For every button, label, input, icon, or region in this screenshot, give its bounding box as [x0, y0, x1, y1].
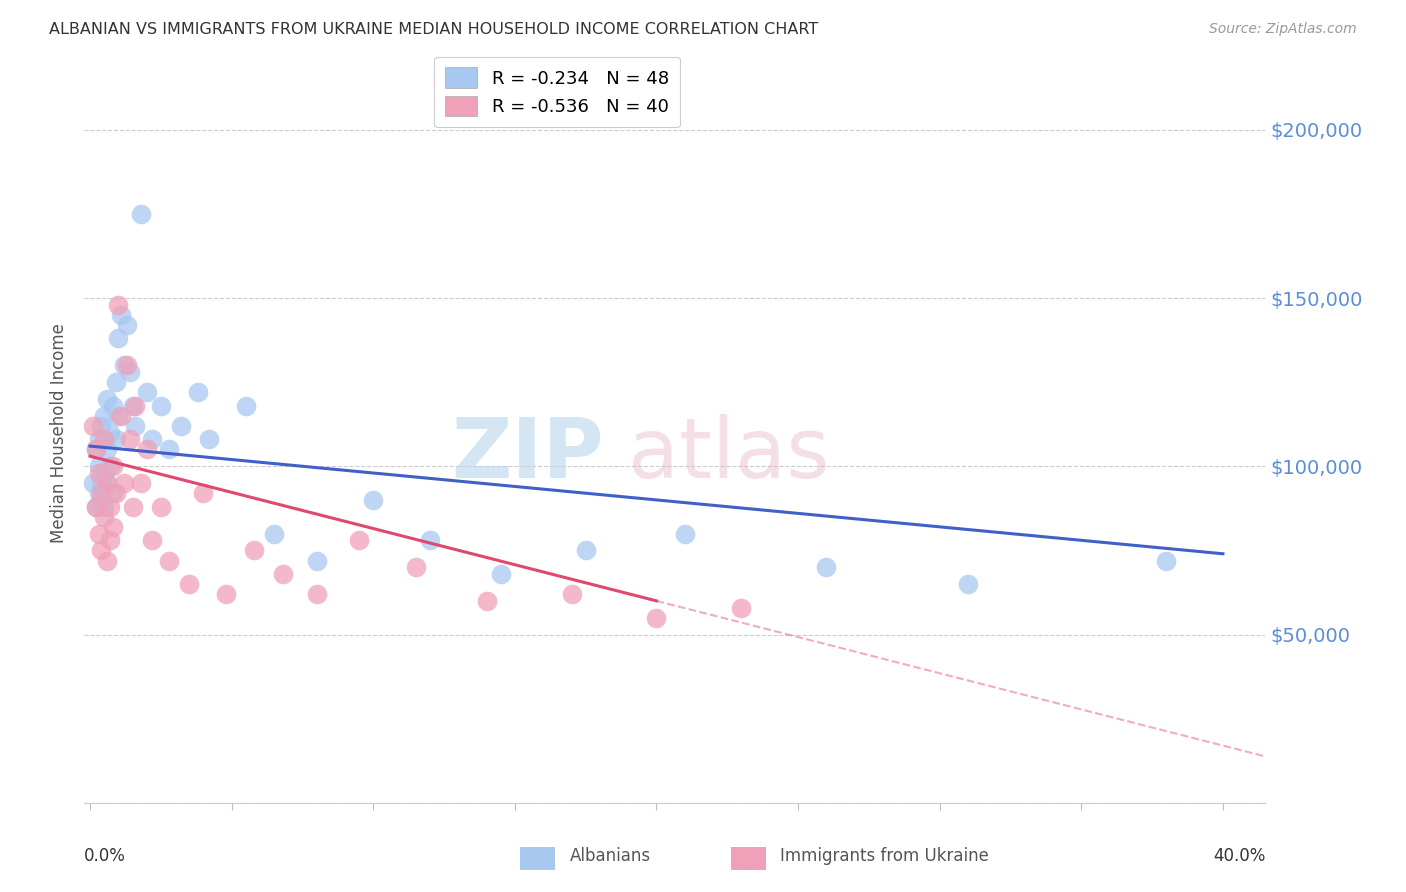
Point	[560, 587, 582, 601]
Point	[305, 553, 328, 567]
Point	[815, 560, 838, 574]
Point	[107, 298, 129, 312]
Point	[169, 418, 191, 433]
Point	[84, 442, 107, 457]
Point	[361, 492, 384, 507]
Point	[141, 433, 163, 447]
Point	[129, 476, 152, 491]
Text: Source: ZipAtlas.com: Source: ZipAtlas.com	[1209, 22, 1357, 37]
Point	[87, 466, 110, 480]
Text: 40.0%: 40.0%	[1213, 847, 1265, 865]
Point	[141, 533, 163, 548]
Point	[124, 418, 146, 433]
Point	[215, 587, 238, 601]
Text: atlas: atlas	[627, 414, 830, 495]
Point	[112, 476, 135, 491]
Point	[263, 526, 285, 541]
Point	[135, 442, 157, 457]
Point	[87, 526, 110, 541]
Point	[187, 385, 209, 400]
Y-axis label: Median Household Income: Median Household Income	[51, 323, 69, 542]
Point	[90, 486, 112, 500]
Point	[149, 399, 172, 413]
Point	[98, 459, 121, 474]
Point	[84, 500, 107, 514]
Point	[115, 359, 138, 373]
Point	[575, 543, 598, 558]
Point	[90, 476, 112, 491]
Point	[121, 500, 143, 514]
Point	[93, 409, 115, 423]
Point	[198, 433, 221, 447]
Point	[645, 610, 668, 624]
Point	[84, 442, 107, 457]
Text: ALBANIAN VS IMMIGRANTS FROM UKRAINE MEDIAN HOUSEHOLD INCOME CORRELATION CHART: ALBANIAN VS IMMIGRANTS FROM UKRAINE MEDI…	[49, 22, 818, 37]
Point	[129, 207, 152, 221]
Point	[118, 365, 141, 379]
Point	[96, 476, 118, 491]
Point	[271, 566, 294, 581]
Point	[104, 375, 127, 389]
Point	[84, 500, 107, 514]
Point	[135, 385, 157, 400]
Point	[96, 553, 118, 567]
Point	[104, 433, 127, 447]
Point	[101, 399, 124, 413]
Point	[157, 442, 180, 457]
Text: ZIP: ZIP	[451, 414, 605, 495]
Point	[110, 308, 132, 322]
Text: 0.0%: 0.0%	[84, 847, 127, 865]
Point	[305, 587, 328, 601]
Point	[115, 318, 138, 332]
Point	[235, 399, 257, 413]
Point	[118, 433, 141, 447]
Point	[107, 409, 129, 423]
Point	[90, 418, 112, 433]
Point	[98, 500, 121, 514]
Point	[87, 459, 110, 474]
Point	[956, 577, 979, 591]
Point	[179, 577, 201, 591]
Point	[93, 433, 115, 447]
Point	[673, 526, 696, 541]
Point	[419, 533, 441, 548]
Point	[82, 418, 104, 433]
Point	[87, 433, 110, 447]
Point	[405, 560, 427, 574]
Point	[124, 399, 146, 413]
Point	[96, 442, 118, 457]
Text: Immigrants from Ukraine: Immigrants from Ukraine	[780, 847, 990, 865]
Point	[93, 500, 115, 514]
Text: Albanians: Albanians	[569, 847, 651, 865]
Point	[149, 500, 172, 514]
Point	[475, 594, 498, 608]
Point	[489, 566, 512, 581]
Point	[110, 409, 132, 423]
Point	[93, 466, 115, 480]
Point	[104, 486, 127, 500]
Point	[98, 425, 121, 440]
Point	[87, 486, 110, 500]
Point	[93, 509, 115, 524]
Point	[730, 600, 752, 615]
Point	[101, 520, 124, 534]
Point	[96, 476, 118, 491]
Point	[96, 392, 118, 406]
Point	[98, 533, 121, 548]
Point	[1154, 553, 1177, 567]
Point	[90, 543, 112, 558]
Point	[112, 359, 135, 373]
Point	[121, 399, 143, 413]
Point	[193, 486, 215, 500]
Point	[101, 459, 124, 474]
Point	[243, 543, 266, 558]
Point	[157, 553, 180, 567]
Point	[107, 331, 129, 345]
Point	[347, 533, 370, 548]
Point	[101, 486, 124, 500]
Point	[82, 476, 104, 491]
Point	[90, 492, 112, 507]
Legend: R = -0.234   N = 48, R = -0.536   N = 40: R = -0.234 N = 48, R = -0.536 N = 40	[434, 57, 679, 128]
